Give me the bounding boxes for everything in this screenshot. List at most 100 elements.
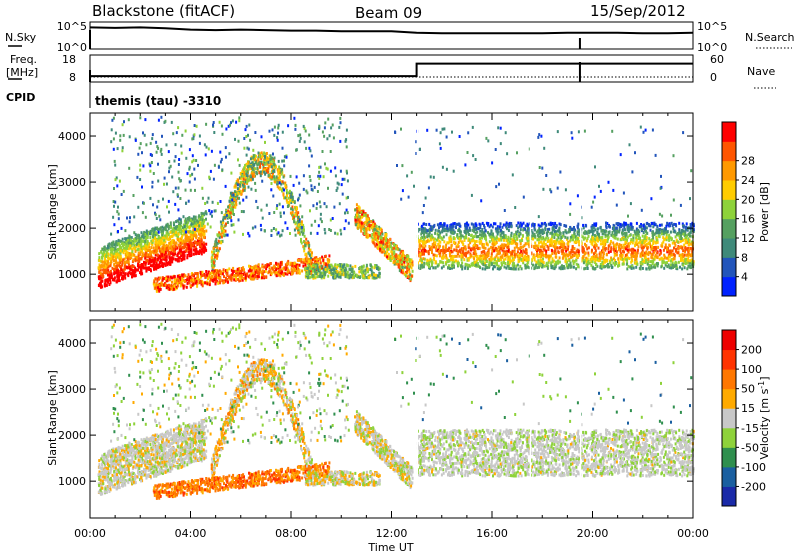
power-echo bbox=[335, 267, 338, 271]
power-echo bbox=[172, 132, 175, 136]
power-echo bbox=[265, 169, 268, 173]
power-echo bbox=[184, 232, 187, 236]
power-echo bbox=[193, 240, 196, 244]
power-echo bbox=[303, 234, 306, 238]
power-echo bbox=[178, 158, 181, 161]
power-echo bbox=[265, 157, 268, 161]
power-echo bbox=[172, 232, 175, 236]
power-echo bbox=[101, 279, 104, 283]
power-echo bbox=[134, 256, 137, 259]
power-echo bbox=[111, 241, 113, 245]
power-echo bbox=[106, 270, 109, 274]
power-echo bbox=[265, 275, 268, 279]
power-echo bbox=[376, 239, 379, 243]
power-echo bbox=[193, 133, 196, 137]
power-echo bbox=[556, 229, 559, 233]
power-echo bbox=[215, 245, 218, 249]
power-echo bbox=[238, 279, 241, 283]
freq-series-line bbox=[90, 62, 693, 78]
power-echo bbox=[114, 131, 117, 135]
power-echo bbox=[326, 260, 329, 264]
power-echo bbox=[224, 184, 227, 188]
power-echo bbox=[238, 119, 241, 123]
power-echo bbox=[590, 250, 593, 254]
power-echo bbox=[139, 116, 142, 120]
power-echo bbox=[295, 271, 298, 275]
power-echo bbox=[277, 270, 280, 274]
power-echo bbox=[145, 251, 147, 255]
power-echo bbox=[231, 198, 234, 202]
power-echo bbox=[165, 143, 168, 147]
power-echo bbox=[263, 229, 266, 233]
power-echo bbox=[139, 168, 142, 172]
power-echo bbox=[641, 234, 644, 238]
power-echo bbox=[279, 167, 282, 171]
power-echo bbox=[139, 178, 142, 181]
power-echo bbox=[483, 223, 485, 227]
power-echo bbox=[226, 233, 229, 237]
power-echo bbox=[385, 238, 388, 242]
power-echo bbox=[438, 233, 441, 237]
power-echo bbox=[665, 238, 668, 242]
noise-ticks: 10^510^010^510^0 bbox=[57, 20, 727, 54]
power-echo bbox=[287, 201, 290, 204]
power-echo bbox=[227, 205, 230, 209]
power-echo bbox=[293, 201, 296, 205]
power-echo bbox=[155, 249, 158, 253]
power-echo bbox=[326, 258, 329, 261]
power-echo bbox=[232, 266, 235, 270]
power-echo bbox=[149, 164, 152, 168]
power-echo bbox=[687, 254, 690, 258]
power-echo bbox=[188, 239, 191, 243]
power-echo bbox=[135, 243, 138, 246]
power-echo bbox=[158, 249, 161, 253]
power-echo bbox=[275, 261, 277, 265]
power-echo bbox=[149, 229, 152, 233]
power-echo bbox=[354, 221, 357, 225]
power-echo bbox=[239, 190, 242, 194]
power-echo bbox=[234, 182, 237, 186]
power-echo bbox=[114, 163, 117, 167]
power-echo bbox=[260, 172, 263, 176]
power-echo bbox=[165, 248, 168, 252]
power-echo bbox=[248, 264, 250, 268]
power-echo bbox=[270, 165, 273, 169]
power-echo bbox=[561, 264, 563, 268]
power-echo bbox=[156, 232, 159, 236]
power-echo bbox=[280, 170, 283, 174]
power-echo bbox=[167, 244, 170, 248]
power-echo bbox=[236, 183, 239, 187]
power-echo bbox=[306, 267, 309, 271]
power-echo bbox=[182, 250, 185, 254]
power-echo bbox=[161, 225, 164, 229]
power-echo bbox=[679, 265, 681, 269]
power-echo bbox=[383, 235, 386, 239]
power-echo bbox=[281, 187, 284, 191]
power-echo bbox=[222, 216, 225, 220]
power-echo bbox=[165, 284, 168, 288]
power-echo bbox=[150, 161, 153, 164]
power-echo bbox=[261, 179, 264, 183]
power-echo bbox=[103, 283, 106, 287]
power-echo bbox=[379, 228, 382, 232]
power-echo bbox=[279, 171, 282, 175]
power-echo bbox=[573, 247, 576, 250]
power-echo bbox=[484, 253, 487, 257]
power-echo bbox=[252, 277, 255, 281]
power-echo bbox=[111, 252, 114, 256]
power-echo bbox=[467, 239, 470, 242]
power-echo bbox=[388, 241, 391, 245]
power-echo bbox=[185, 249, 188, 253]
power-echo bbox=[102, 268, 105, 272]
power-echo bbox=[368, 228, 371, 232]
power-echo bbox=[113, 270, 116, 274]
power-echo bbox=[209, 225, 212, 229]
power-echo bbox=[188, 225, 191, 229]
power-echo bbox=[268, 212, 271, 215]
power-echo bbox=[388, 242, 391, 246]
power-echo bbox=[165, 279, 168, 282]
power-echo bbox=[641, 266, 644, 270]
power-echo bbox=[344, 139, 347, 143]
power-echo bbox=[528, 239, 531, 243]
power-echo bbox=[295, 226, 298, 230]
